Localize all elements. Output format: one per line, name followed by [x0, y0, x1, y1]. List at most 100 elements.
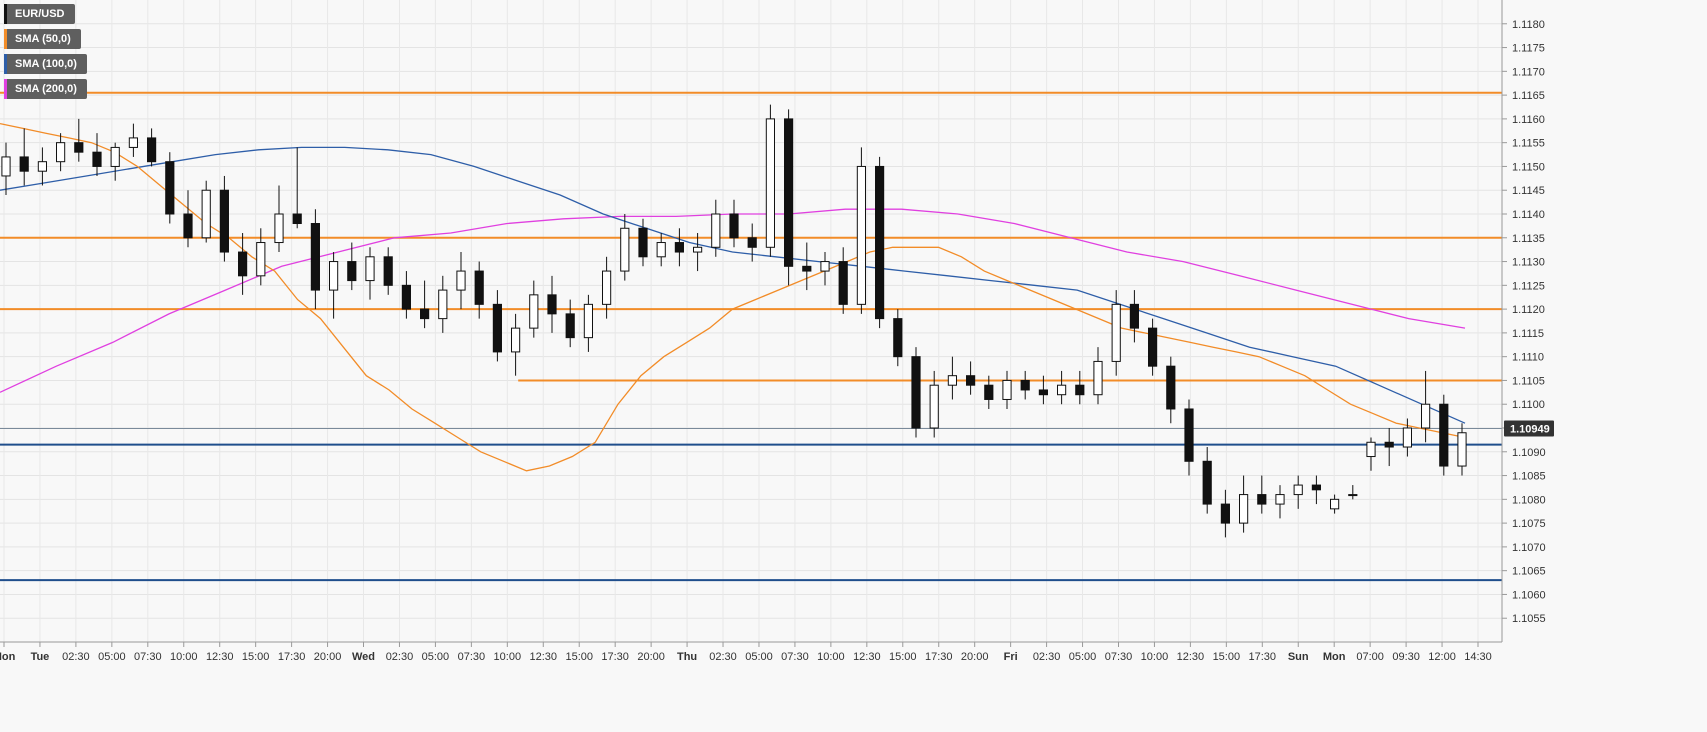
legend-item-symbol[interactable]: EUR/USD: [4, 4, 75, 24]
y-tick-label: 1.1165: [1512, 90, 1545, 102]
x-tick-label: 17:30: [925, 651, 953, 663]
candle-body: [1166, 365, 1176, 410]
candle: [838, 247, 848, 314]
candle-body: [729, 213, 739, 239]
candle: [110, 142, 120, 181]
candle-body: [1057, 384, 1067, 396]
y-tick-label: 1.1100: [1512, 399, 1545, 411]
candle-body: [310, 223, 320, 291]
candle-body: [1366, 441, 1376, 458]
candle: [347, 242, 357, 291]
candle-body: [602, 270, 612, 305]
candle-body: [875, 165, 885, 320]
x-tick-label: 07:30: [781, 651, 809, 663]
y-tick-label: 1.1175: [1512, 43, 1545, 55]
candle-body: [1239, 494, 1249, 524]
candle: [547, 275, 557, 333]
x-tick-label: 05:00: [422, 651, 450, 663]
y-tick-label: 1.1150: [1512, 161, 1545, 173]
candle-body: [1202, 460, 1212, 505]
candle-body: [347, 261, 357, 282]
candle: [1330, 494, 1340, 514]
y-tick-label: 1.1170: [1512, 66, 1545, 78]
candle-body: [565, 313, 575, 339]
candle-body: [1075, 384, 1085, 396]
candle-body: [674, 242, 684, 253]
candle-body: [929, 384, 939, 429]
y-tick-label: 1.1105: [1512, 375, 1545, 387]
candle: [911, 347, 921, 438]
candle: [966, 361, 976, 395]
x-tick-label: 17:30: [278, 651, 306, 663]
candle-body: [292, 213, 302, 225]
candle-body: [1257, 494, 1267, 505]
candle-body: [274, 213, 284, 244]
candle: [256, 228, 266, 286]
candle-body: [583, 303, 593, 339]
candle-body: [984, 384, 994, 400]
candle: [1202, 447, 1212, 514]
x-tick-label: 07:30: [134, 651, 162, 663]
candle-body: [201, 189, 211, 239]
candle: [529, 280, 539, 338]
candle-body: [711, 213, 721, 248]
candle-body: [1457, 432, 1467, 467]
x-tick-label: Tue: [31, 651, 50, 663]
candle: [128, 123, 138, 157]
candle-body: [401, 284, 411, 310]
candle: [420, 280, 430, 329]
legend-item-sma-50[interactable]: SMA (50,0): [4, 29, 81, 49]
candle-body: [219, 189, 229, 253]
x-tick-label: Thu: [677, 651, 697, 663]
current-price-label: 1.10949: [1510, 423, 1550, 435]
candle: [711, 199, 721, 257]
candle: [1457, 423, 1467, 476]
x-tick-label: 07:30: [1105, 651, 1133, 663]
x-tick-label: 12:30: [1177, 651, 1205, 663]
candle: [1275, 485, 1285, 519]
candle: [56, 133, 66, 172]
candle-body: [747, 237, 757, 248]
candle: [802, 242, 812, 291]
candle-body: [1421, 403, 1431, 429]
candle: [1239, 475, 1249, 533]
candle-body: [1111, 303, 1121, 362]
x-tick-label: 07:00: [1356, 651, 1384, 663]
candle: [1421, 370, 1431, 443]
candle-body: [147, 137, 157, 163]
candle-body: [1129, 303, 1139, 329]
candle: [183, 190, 193, 248]
y-tick-label: 1.1110: [1512, 352, 1544, 364]
candle-body: [383, 256, 393, 286]
candle: [1293, 475, 1303, 509]
candle-body: [256, 242, 266, 277]
y-tick-label: 1.1085: [1512, 471, 1546, 483]
legend-item-sma-200[interactable]: SMA (200,0): [4, 79, 87, 99]
candle-body: [1439, 403, 1449, 467]
candle-body: [1330, 498, 1340, 510]
candle: [984, 375, 994, 409]
y-tick-label: 1.1140: [1512, 209, 1545, 221]
candle: [19, 128, 29, 186]
candle-body: [511, 327, 521, 353]
candle: [92, 133, 102, 176]
candle: [329, 252, 339, 319]
y-tick-label: 1.1130: [1512, 257, 1545, 269]
candle: [1148, 318, 1158, 376]
x-tick-label: 07:30: [458, 651, 486, 663]
candle: [1057, 370, 1067, 405]
candle-body: [802, 265, 812, 272]
y-tick-label: 1.1065: [1512, 566, 1546, 578]
candle-body: [56, 142, 66, 163]
candle-body: [1348, 494, 1358, 497]
candle: [1075, 370, 1085, 405]
candle: [511, 313, 521, 376]
candle: [1038, 375, 1048, 405]
candle-body: [1184, 408, 1194, 462]
x-tick-label: Fri: [1004, 651, 1018, 663]
candle-body: [19, 156, 29, 172]
legend-item-sma-100[interactable]: SMA (100,0): [4, 54, 87, 74]
